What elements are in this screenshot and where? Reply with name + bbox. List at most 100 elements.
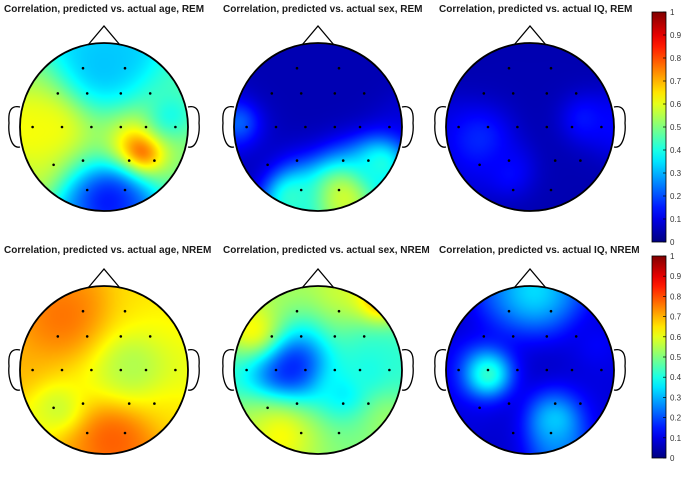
left-ear-outline: [8, 105, 21, 148]
electrode-marker: [304, 125, 307, 129]
electrode-marker: [270, 335, 274, 338]
head-outline: [233, 42, 403, 212]
electrode-marker: [549, 309, 553, 313]
electrode-marker: [367, 159, 370, 162]
electrode-marker: [81, 66, 85, 70]
right-ear-outline: [401, 105, 414, 148]
topoplot-iq-nrem: Correlation, predicted vs. actual IQ, NR…: [434, 245, 640, 455]
electrode-marker: [553, 402, 557, 405]
electrode-marker: [56, 92, 60, 95]
electrode-marker: [81, 402, 85, 405]
electrode-marker: [337, 431, 341, 435]
electrode-marker: [274, 125, 278, 129]
electrode-marker: [85, 92, 89, 95]
colorbar-tick-label: 0.7: [670, 77, 682, 86]
topo-head: [8, 267, 200, 455]
electrode-marker: [153, 402, 156, 405]
colorbar-tick-label: 0.6: [670, 333, 682, 342]
topo-head: [434, 267, 626, 455]
colorbar-tick-label: 0.9: [670, 31, 682, 40]
electrode-marker: [337, 188, 341, 192]
topo-heatmap: [20, 43, 188, 211]
electrode-marker: [333, 368, 337, 372]
electrode-marker: [127, 159, 131, 162]
electrode-marker: [245, 125, 248, 129]
colorbar-tick-label: 0.8: [670, 54, 682, 63]
topo-heatmap: [446, 286, 614, 454]
electrode-marker: [333, 125, 337, 129]
electrode-marker: [123, 188, 127, 192]
electrode-marker: [90, 125, 93, 129]
electrode-marker: [358, 125, 362, 129]
electrode-marker: [119, 125, 123, 129]
electrode-marker: [144, 125, 148, 129]
electrode-marker: [123, 309, 127, 313]
electrode-marker: [507, 159, 511, 162]
electrode-marker: [457, 368, 460, 372]
electrode-marker: [545, 368, 549, 372]
plot-title: Correlation, predicted vs. actual age, N…: [4, 245, 211, 256]
electrode-marker: [388, 125, 391, 129]
colorbar-tick-label: 0.9: [670, 272, 682, 281]
electrode-marker: [127, 402, 131, 405]
electrode-marker: [341, 159, 345, 162]
colorbar-tick-label: 0: [670, 454, 675, 463]
electrode-marker: [579, 159, 582, 162]
electrode-marker: [266, 163, 269, 167]
left-ear-outline: [222, 105, 235, 148]
electrode-marker: [516, 368, 519, 372]
electrode-marker: [174, 125, 177, 129]
electrode-marker: [56, 335, 60, 338]
colorbar-tick-label: 1: [670, 252, 675, 261]
electrode-marker: [245, 368, 248, 372]
electrode-marker: [507, 66, 511, 70]
electrode-marker: [60, 368, 64, 372]
electrode-marker: [478, 406, 481, 410]
left-ear-outline: [222, 348, 235, 391]
electrode-marker: [153, 159, 156, 162]
electrode-marker: [274, 368, 278, 372]
colorbar-tick-label: 0.3: [670, 393, 682, 402]
topo-head: [222, 267, 414, 455]
colorbar-tick-label: 0.8: [670, 292, 682, 301]
topoplot-sex-nrem: Correlation, predicted vs. actual sex, N…: [222, 245, 430, 455]
electrode-marker: [148, 335, 152, 338]
electrode-marker: [295, 402, 299, 405]
electrode-marker: [457, 125, 460, 129]
nose-outline: [87, 24, 121, 46]
topo-heatmap: [446, 43, 614, 211]
colorbar-nrem: 0 0.1 0.2 0.3 0.4 0.5 0.6 0.7 0.8 0.9 1: [651, 252, 682, 463]
colorbar-rem: 0 0.1 0.2 0.3 0.4 0.5 0.6 0.7 0.8 0.9 1: [651, 8, 682, 247]
electrode-marker: [85, 431, 89, 435]
electrode-marker: [299, 431, 303, 435]
electrode-marker: [549, 431, 553, 435]
electrode-marker: [144, 368, 148, 372]
electrode-marker: [119, 92, 123, 95]
colorbar-tick-label: 0.4: [670, 146, 682, 155]
topoplot-age-rem: Correlation, predicted vs. actual age, R…: [4, 4, 204, 212]
plot-title: Correlation, predicted vs. actual IQ, RE…: [439, 4, 632, 15]
electrode-marker: [600, 368, 603, 372]
topoplot-sex-rem: Correlation, predicted vs. actual sex, R…: [222, 4, 423, 212]
topo-heatmap: [20, 286, 188, 454]
colorbar-tick-label: 0.7: [670, 313, 682, 322]
electrode-marker: [60, 125, 64, 129]
left-ear-outline: [434, 348, 447, 391]
electrode-marker: [304, 368, 307, 372]
topoplot-age-nrem: Correlation, predicted vs. actual age, N…: [4, 245, 211, 455]
electrode-marker: [85, 188, 89, 192]
electrode-marker: [337, 66, 341, 70]
electrode-marker: [511, 188, 515, 192]
plot-title: Correlation, predicted vs. actual sex, R…: [223, 4, 423, 15]
topo-heatmap: [234, 286, 402, 454]
electrode-marker: [90, 368, 93, 372]
topo-heatmap: [234, 43, 402, 211]
electrode-marker: [81, 309, 85, 313]
electrode-marker: [31, 368, 34, 372]
colorbar-tick-label: 0.5: [670, 123, 682, 132]
electrode-marker: [333, 335, 337, 338]
electrode-marker: [52, 406, 55, 410]
head-outline: [445, 285, 615, 455]
electrode-marker: [549, 188, 553, 192]
